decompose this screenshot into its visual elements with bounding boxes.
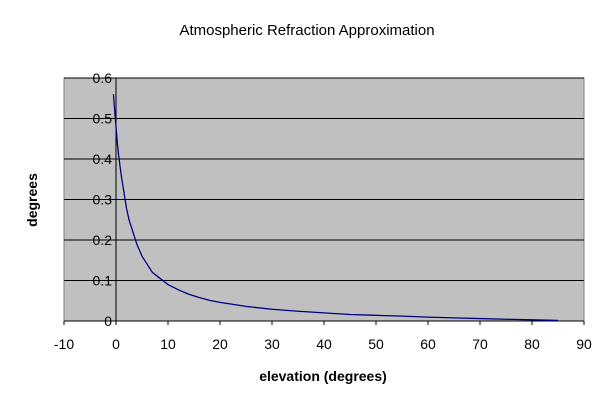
y-tick-label: 0.2 [93, 232, 113, 248]
x-tick-label: 90 [576, 336, 592, 352]
y-tick-labels: 0 0.1 0.2 0.3 0.4 0.5 0.6 [93, 70, 113, 329]
series-layer [112, 94, 559, 322]
x-axis-title: elevation (degrees) [259, 368, 387, 384]
chart-title: Atmospheric Refraction Approximation [179, 22, 434, 39]
axes [63, 77, 585, 325]
gridlines [64, 77, 584, 281]
y-tick-label: 0.4 [93, 151, 113, 167]
x-tick-label: 0 [112, 336, 120, 352]
x-tick-label: 60 [420, 336, 436, 352]
x-tick-label: 30 [264, 336, 280, 352]
y-tick-label: 0.6 [93, 70, 113, 86]
x-tick-label: 10 [160, 336, 176, 352]
series-line [112, 94, 559, 322]
x-tick-label: 50 [368, 336, 384, 352]
y-tick-label: 0 [104, 313, 112, 329]
y-axis-title: degrees [24, 173, 40, 227]
y-tick-label: 0.1 [93, 273, 113, 289]
x-tick-label: 80 [524, 336, 540, 352]
x-tick-label: -10 [54, 336, 74, 352]
x-tick-label: 70 [472, 336, 488, 352]
x-tick-label: 40 [316, 336, 332, 352]
y-tick-label: 0.5 [93, 111, 113, 127]
y-tick-label: 0.3 [93, 192, 113, 208]
x-tick-label: 20 [212, 336, 228, 352]
x-tick-labels: -10 0 10 20 30 40 50 60 70 80 90 [54, 336, 592, 352]
